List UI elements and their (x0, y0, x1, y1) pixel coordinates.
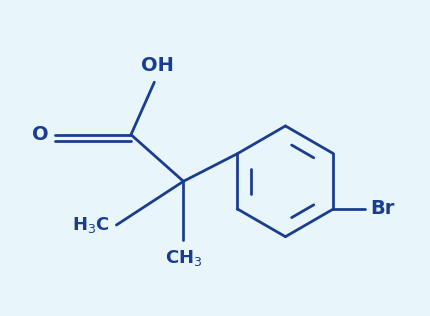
Text: CH$_3$: CH$_3$ (164, 248, 202, 268)
Text: OH: OH (141, 56, 173, 75)
Text: Br: Br (369, 199, 393, 218)
Text: H$_3$C: H$_3$C (71, 215, 109, 235)
Text: O: O (31, 125, 48, 144)
